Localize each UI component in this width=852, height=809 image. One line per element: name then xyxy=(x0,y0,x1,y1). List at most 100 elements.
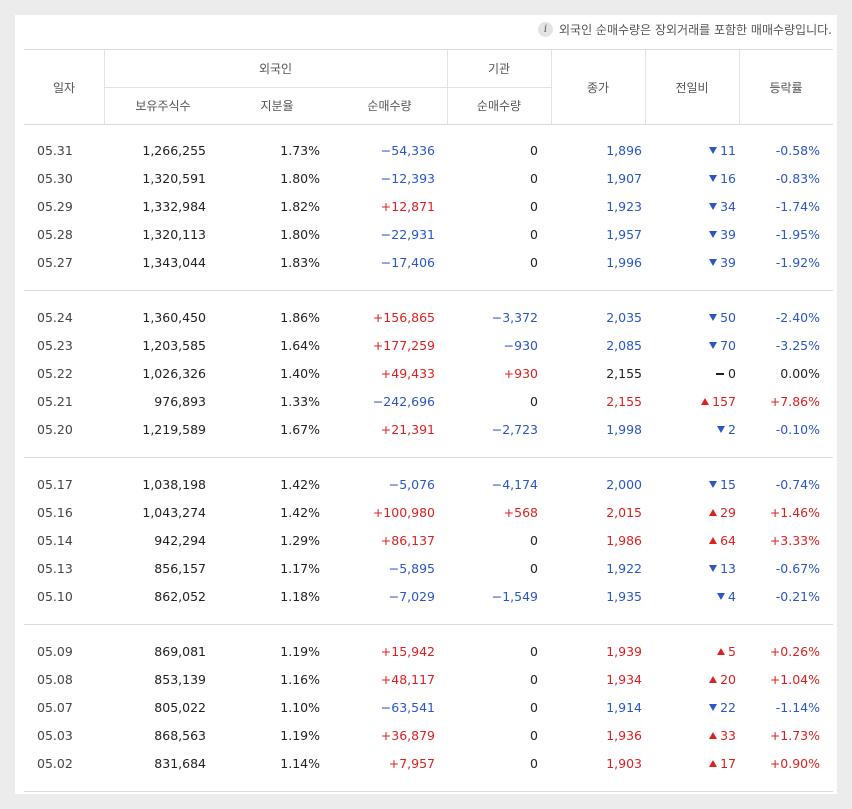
institution-net-cell: 0 xyxy=(530,756,538,771)
foreign-net-cell: +177,259 xyxy=(372,338,435,353)
institution-net-cell: −3,372 xyxy=(491,310,538,325)
arrow-down-icon xyxy=(709,342,718,349)
ratio-cell: 1.18% xyxy=(280,589,320,604)
holdings-cell: 976,893 xyxy=(154,394,206,409)
ratio-cell: 1.42% xyxy=(280,477,320,492)
foreign-net-cell: −242,696 xyxy=(372,394,435,409)
close-price-cell: 1,903 xyxy=(606,756,642,771)
date-cell: 05.14 xyxy=(37,533,73,548)
foreign-net-cell: −17,406 xyxy=(380,255,435,270)
date-cell: 05.28 xyxy=(37,227,73,242)
holdings-cell: 868,563 xyxy=(154,728,206,743)
close-price-cell: 1,936 xyxy=(606,728,642,743)
date-cell: 05.30 xyxy=(37,171,73,186)
foreign-net-cell: −54,336 xyxy=(380,143,435,158)
change-cell: 34 xyxy=(709,193,736,221)
arrow-down-icon xyxy=(709,704,718,711)
date-cell: 05.10 xyxy=(37,589,73,604)
info-icon: i xyxy=(538,22,553,37)
holdings-cell: 942,294 xyxy=(154,533,206,548)
holdings-cell: 1,360,450 xyxy=(142,310,206,325)
arrow-up-icon xyxy=(717,648,726,655)
holdings-cell: 856,157 xyxy=(154,561,206,576)
institution-net-cell: +568 xyxy=(503,505,538,520)
date-cell: 05.09 xyxy=(37,644,73,659)
holdings-cell: 1,320,113 xyxy=(142,227,206,242)
col-foreign-ratio: 지분율 xyxy=(260,99,294,113)
date-cell: 05.23 xyxy=(37,338,73,353)
holdings-cell: 831,684 xyxy=(154,756,206,771)
foreign-net-cell: +48,117 xyxy=(380,672,435,687)
table-row: 05.30 1,320,591 1.80% −12,393 0 1,907 16 -0.83% xyxy=(24,165,833,193)
table-row: 05.31 1,266,255 1.73% −54,336 0 1,896 11 -0.58% xyxy=(24,137,833,165)
holdings-cell: 869,081 xyxy=(154,644,206,659)
institution-net-cell: 0 xyxy=(530,227,538,242)
change-cell: 5 xyxy=(717,638,736,666)
institution-net-cell: 0 xyxy=(530,143,538,158)
close-price-cell: 1,922 xyxy=(606,561,642,576)
rate-cell: -0.67% xyxy=(775,561,820,576)
foreign-net-cell: +12,871 xyxy=(380,199,435,214)
institution-net-cell: 0 xyxy=(530,644,538,659)
change-cell: 39 xyxy=(709,249,736,277)
change-cell: 50 xyxy=(709,304,736,332)
col-foreign-holdings: 보유주식수 xyxy=(135,99,191,113)
change-value: 16 xyxy=(720,171,736,186)
col-group-institution: 기관 xyxy=(487,62,511,76)
change-cell: 22 xyxy=(709,694,736,722)
institution-net-cell: −2,723 xyxy=(491,422,538,437)
change-cell: 2 xyxy=(717,416,736,444)
ratio-cell: 1.29% xyxy=(280,533,320,548)
col-institution-net: 순매수량 xyxy=(476,99,522,113)
ratio-cell: 1.17% xyxy=(280,561,320,576)
close-price-cell: 1,939 xyxy=(606,644,642,659)
rate-cell: +3.33% xyxy=(769,533,820,548)
arrow-down-icon xyxy=(709,203,718,210)
change-value: 50 xyxy=(720,310,736,325)
close-price-cell: 2,155 xyxy=(606,366,642,381)
rate-cell: -1.14% xyxy=(775,700,820,715)
close-price-cell: 1,934 xyxy=(606,672,642,687)
foreign-net-cell: −22,931 xyxy=(380,227,435,242)
ratio-cell: 1.80% xyxy=(280,171,320,186)
table-row: 05.14 942,294 1.29% +86,137 0 1,986 64 +3.33% xyxy=(24,527,833,555)
close-price-cell: 2,155 xyxy=(606,394,642,409)
close-price-cell: 1,923 xyxy=(606,199,642,214)
close-price-cell: 2,015 xyxy=(606,505,642,520)
table-row: 05.10 862,052 1.18% −7,029 −1,549 1,935 4 -0.21… xyxy=(24,583,833,611)
change-cell: 13 xyxy=(709,555,736,583)
close-price-cell: 1,896 xyxy=(606,143,642,158)
change-cell: 16 xyxy=(709,165,736,193)
date-cell: 05.02 xyxy=(37,756,73,771)
rate-cell: +1.04% xyxy=(769,672,820,687)
institution-net-cell: 0 xyxy=(530,672,538,687)
rate-cell: +0.90% xyxy=(769,756,820,771)
change-cell: 17 xyxy=(709,750,736,778)
holdings-cell: 1,320,591 xyxy=(142,171,206,186)
change-value: 39 xyxy=(720,227,736,242)
institution-net-cell: 0 xyxy=(530,171,538,186)
row-group: 05.17 1,038,198 1.42% −5,076 −4,174 2,000 15 -0… xyxy=(24,458,833,625)
change-value: 0 xyxy=(728,366,736,381)
change-value: 33 xyxy=(720,728,736,743)
foreign-net-cell: +21,391 xyxy=(380,422,435,437)
date-cell: 05.08 xyxy=(37,672,73,687)
change-cell: 11 xyxy=(709,137,736,165)
rate-cell: -3.25% xyxy=(775,338,820,353)
date-cell: 05.21 xyxy=(37,394,73,409)
date-cell: 05.29 xyxy=(37,199,73,214)
table-row: 05.08 853,139 1.16% +48,117 0 1,934 20 +1.04% xyxy=(24,666,833,694)
foreign-net-cell: +7,957 xyxy=(388,756,435,771)
rate-cell: -2.40% xyxy=(775,310,820,325)
col-group-foreign: 외국인 xyxy=(258,62,293,76)
foreign-net-cell: +86,137 xyxy=(380,533,435,548)
ratio-cell: 1.33% xyxy=(280,394,320,409)
ratio-cell: 1.42% xyxy=(280,505,320,520)
close-price-cell: 1,914 xyxy=(606,700,642,715)
change-value: 64 xyxy=(720,533,736,548)
change-cell: 15 xyxy=(709,471,736,499)
change-value: 22 xyxy=(720,700,736,715)
institution-net-cell: 0 xyxy=(530,700,538,715)
change-cell: 33 xyxy=(709,722,736,750)
arrow-up-icon xyxy=(709,537,718,544)
